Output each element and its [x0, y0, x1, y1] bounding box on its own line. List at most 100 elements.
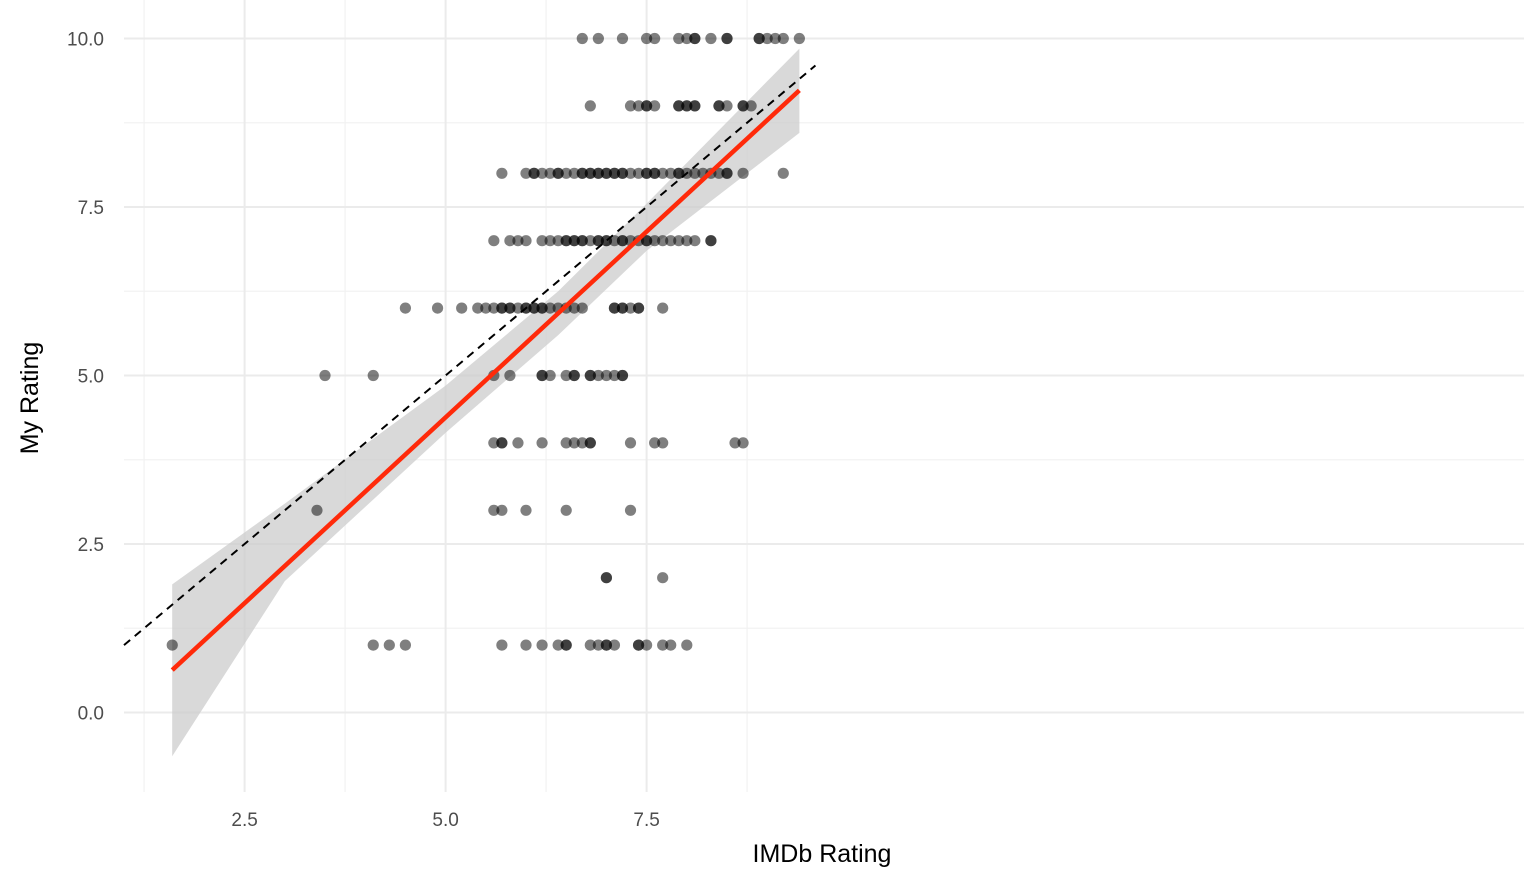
- data-point: [520, 504, 532, 516]
- data-point: [681, 100, 693, 112]
- data-point: [520, 167, 532, 179]
- data-point: [584, 235, 596, 247]
- data-point: [560, 235, 572, 247]
- data-point: [600, 369, 613, 382]
- x-tick-label: 7.5: [633, 810, 659, 831]
- data-point: [657, 437, 669, 449]
- data-point: [632, 167, 645, 179]
- data-point: [624, 302, 637, 314]
- data-point: [608, 639, 621, 651]
- data-point: [592, 369, 604, 382]
- data-point: [544, 369, 556, 382]
- data-point: [657, 167, 669, 179]
- data-point: [496, 167, 508, 179]
- data-point: [584, 100, 596, 112]
- data-point: [592, 32, 604, 45]
- data-point: [367, 369, 379, 382]
- data-point: [729, 437, 741, 449]
- data-point: [608, 235, 621, 247]
- data-point: [536, 302, 548, 314]
- data-point: [592, 167, 604, 179]
- data-point: [641, 100, 653, 112]
- data-point: [472, 302, 484, 314]
- data-point: [608, 369, 621, 382]
- data-point: [632, 302, 645, 314]
- data-point: [504, 302, 516, 314]
- data-point: [649, 100, 661, 112]
- x-tick-label: 2.5: [231, 810, 257, 831]
- data-point: [504, 235, 516, 247]
- y-tick-label: 0.0: [78, 704, 104, 725]
- data-point: [665, 639, 677, 651]
- data-point: [560, 369, 572, 382]
- data-point: [568, 369, 580, 382]
- y-tick-label: 5.0: [78, 367, 104, 388]
- data-point: [777, 167, 789, 179]
- data-point: [673, 167, 685, 179]
- data-point: [641, 235, 653, 247]
- major-gridlines: [124, 0, 1524, 792]
- data-point: [721, 100, 733, 112]
- minor-gridlines: [124, 0, 1524, 792]
- data-point: [777, 32, 789, 45]
- x-axis-title: IMDb Rating: [753, 840, 892, 868]
- data-point: [657, 572, 669, 584]
- data-point: [673, 32, 685, 45]
- data-point: [705, 32, 717, 45]
- data-point: [504, 369, 516, 382]
- data-point: [673, 100, 685, 112]
- data-point: [592, 639, 604, 651]
- data-point: [367, 639, 379, 651]
- data-point: [665, 167, 677, 179]
- data-point: [311, 504, 323, 516]
- reference-line-y-equals-x: [123, 64, 817, 646]
- confidence-band: [172, 48, 800, 757]
- data-point: [769, 32, 781, 45]
- y-tick-label: 7.5: [78, 198, 104, 219]
- data-point: [552, 235, 564, 247]
- data-point: [624, 437, 637, 449]
- data-point: [560, 504, 572, 516]
- data-point: [536, 167, 548, 179]
- data-point: [536, 639, 548, 651]
- data-point: [600, 639, 613, 651]
- data-point: [657, 235, 669, 247]
- data-point: [657, 302, 669, 314]
- data-point: [383, 639, 395, 651]
- data-point: [649, 437, 661, 449]
- data-point: [560, 437, 572, 449]
- y-tick-label: 2.5: [78, 535, 104, 556]
- data-point: [745, 100, 757, 112]
- data-point: [568, 302, 580, 314]
- data-point: [496, 504, 508, 516]
- data-point: [512, 437, 524, 449]
- data-point: [520, 639, 532, 651]
- data-point: [576, 235, 588, 247]
- data-point: [713, 167, 725, 179]
- data-point: [600, 572, 613, 584]
- data-point: [737, 100, 749, 112]
- data-point: [576, 437, 588, 449]
- data-point: [616, 235, 629, 247]
- data-point: [576, 167, 588, 179]
- data-point: [705, 235, 717, 247]
- regression-line: [170, 88, 801, 672]
- data-point: [649, 167, 661, 179]
- data-point: [616, 369, 629, 382]
- data-point: [568, 167, 580, 179]
- data-point: [632, 639, 645, 651]
- y-axis-tick-labels: 0.0 2.5 5.0 7.5 10.0: [67, 30, 104, 725]
- data-point: [512, 235, 524, 247]
- data-point: [488, 302, 500, 314]
- data-point: [641, 167, 653, 179]
- data-point: [624, 167, 637, 179]
- data-point: [649, 235, 661, 247]
- data-point: [641, 32, 653, 45]
- data-point: [512, 302, 524, 314]
- data-point: [166, 639, 178, 651]
- data-point: [528, 302, 540, 314]
- data-point: [584, 437, 596, 449]
- data-point: [544, 302, 556, 314]
- data-point: [721, 32, 733, 45]
- data-point: [665, 235, 677, 247]
